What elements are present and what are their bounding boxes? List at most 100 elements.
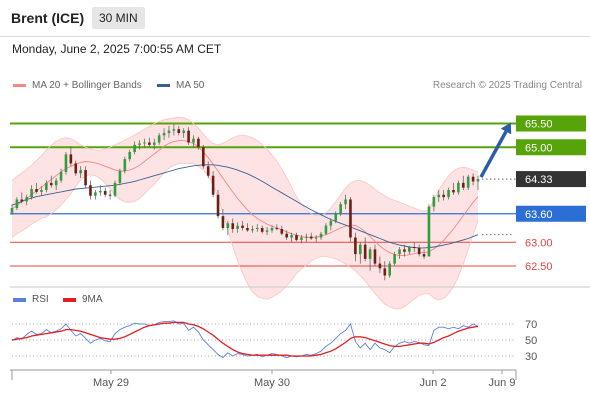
candle-body (314, 237, 318, 239)
level-tag-63.60 (516, 205, 586, 222)
candle-body (143, 142, 146, 144)
candle-body (113, 182, 117, 196)
candle-body (182, 130, 185, 133)
key-levels (10, 122, 516, 267)
candle-body (59, 171, 63, 181)
candle-body (74, 163, 78, 174)
candle-body (192, 138, 195, 143)
candle-body (290, 235, 293, 238)
candle-body (69, 154, 73, 164)
x-tick-label: Jun 2 (420, 377, 447, 389)
instrument-symbol: Brent (ICE) (11, 10, 85, 26)
candle-body (197, 138, 200, 148)
candle-body (447, 190, 450, 198)
level-tag-65.50 (516, 115, 586, 132)
x-tick-label: May 29 (93, 377, 129, 389)
projection-arrow (479, 130, 508, 178)
chart-header: Brent (ICE) 30 MIN (0, 0, 590, 37)
candle-body (329, 220, 333, 226)
candle-body (412, 247, 416, 248)
level-label-63.60: 63.60 (525, 209, 553, 221)
level-label-62.50: 62.50 (525, 261, 553, 273)
ma9-legend-label: 9MA (82, 294, 103, 305)
candle-body (408, 247, 411, 252)
candle-body (128, 152, 132, 160)
candle-body (339, 204, 342, 214)
candle-body (148, 142, 151, 145)
rsi-9ma-line (11, 321, 479, 357)
rsi-line (11, 320, 479, 359)
candle-body (10, 208, 14, 213)
candle-body (206, 166, 210, 176)
candle-body (123, 159, 127, 171)
candle-body (393, 254, 396, 264)
current-price-label: 64.33 (525, 174, 553, 186)
candle-body (35, 189, 38, 192)
candle-body (133, 144, 136, 152)
candle-body (476, 179, 480, 182)
candle-body (162, 133, 166, 136)
candle-body (398, 249, 401, 255)
candle-body (452, 190, 455, 193)
candle-body (324, 225, 328, 234)
candle-body (422, 254, 426, 257)
candle-body (275, 228, 279, 229)
candle-body (177, 129, 181, 133)
candle-body (251, 228, 254, 231)
rsi-swatch (13, 297, 26, 302)
candle-body (89, 185, 92, 196)
timeframe-badge[interactable]: 30 MIN (92, 7, 145, 29)
rsi-legend-label: RSI (32, 294, 49, 305)
candle-body (138, 143, 141, 145)
rsi-level-label-30: 30 (525, 351, 537, 363)
candle-body (354, 237, 357, 255)
chart-timestamp: Monday, June 2, 2025 7:00:55 AM CET (12, 42, 222, 56)
candle-body (417, 247, 421, 255)
ma50-legend-label: MA 50 (176, 80, 205, 91)
x-tick-label: May 30 (254, 377, 290, 389)
candle-body (20, 199, 24, 202)
candle-body (265, 230, 269, 232)
legend-ma20-bollinger: MA 20 + Bollinger Bands (13, 80, 142, 91)
rsi-panel: 70 50 30 (10, 286, 590, 363)
candle-body (427, 206, 431, 257)
candle-body (309, 236, 313, 239)
candle-body (457, 182, 460, 193)
projection (479, 122, 512, 178)
candle-body (260, 228, 264, 232)
candle-body (334, 213, 338, 221)
candle-body (246, 228, 249, 231)
candle-body (349, 199, 352, 238)
projection-arrow-head (500, 122, 512, 135)
ma50-swatch (157, 84, 170, 87)
candle-body (211, 175, 215, 195)
bollinger-upper-line (11, 116, 479, 216)
candle-body (49, 182, 53, 186)
candle-body (319, 233, 323, 238)
ma20-line (11, 140, 479, 257)
level-tag-65.00 (516, 139, 586, 156)
candle-body (108, 194, 112, 196)
bollinger-band-fill (12, 117, 478, 309)
bollinger-band-area (12, 117, 478, 309)
candle-body (103, 190, 107, 195)
level-label-65.00: 65.00 (525, 142, 553, 154)
candle-body (270, 228, 274, 231)
candle-body (167, 130, 171, 133)
candle-body (344, 199, 347, 205)
candle-body (157, 135, 161, 143)
candle-body (25, 197, 29, 202)
candle-body (255, 228, 259, 229)
candle-body (403, 249, 406, 252)
current-price-tag (516, 171, 586, 188)
candle-body (388, 263, 392, 276)
candle-body (231, 223, 235, 229)
candle-body (432, 197, 436, 207)
candle-body (442, 194, 445, 198)
candle-body (461, 182, 465, 188)
candle-body (84, 170, 87, 186)
candle-body (221, 216, 225, 228)
candle-body (187, 130, 190, 143)
candle-body (358, 244, 362, 255)
